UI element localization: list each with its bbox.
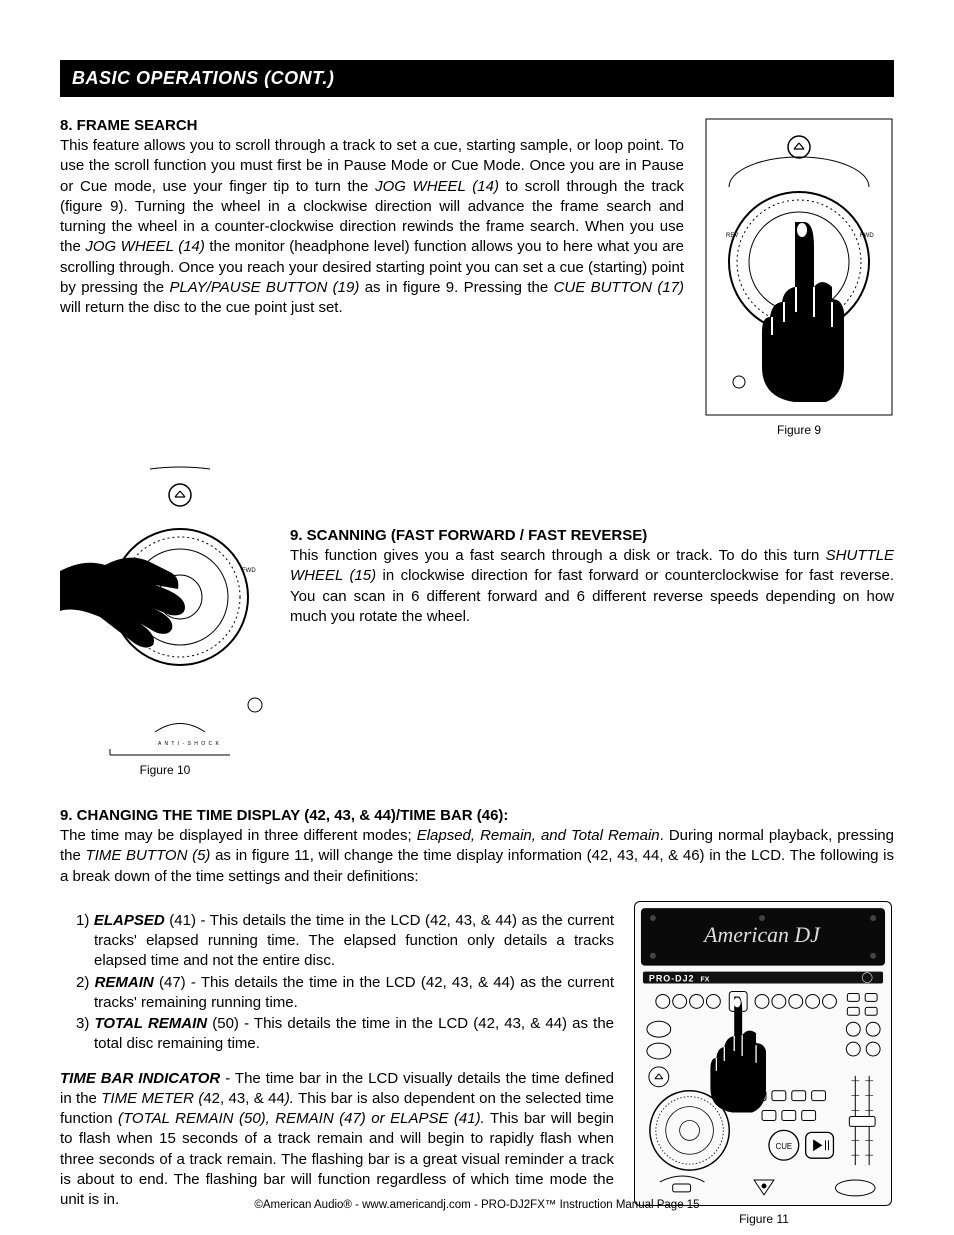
hand-icon (762, 222, 844, 402)
definitions-text: 1) ELAPSED (41) - This details the time … (60, 901, 614, 1226)
figure-9-caption: Figure 9 (704, 423, 894, 437)
section-9b-body: The time may be displayed in three diffe… (60, 826, 894, 887)
time-funcs-ref: (TOTAL REMAIN (50), REMAIN (47) or ELAPS… (118, 1110, 485, 1127)
n2: 2) (76, 974, 95, 991)
def-remain: 2) REMAIN (47) - This details the time i… (60, 973, 614, 1014)
def-elapsed: 1) ELAPSED (41) - This details the time … (60, 911, 614, 972)
section-8-text: 8. FRAME SEARCH This feature allows you … (60, 117, 684, 437)
section-8-body: This feature allows you to scroll throug… (60, 136, 684, 318)
s8-t4: as in figure 9. Pressing the (359, 279, 553, 296)
def-total-remain: 3) TOTAL REMAIN (50) - This details the … (60, 1014, 614, 1055)
time-button-ref: TIME BUTTON (5) (86, 847, 211, 864)
section-9a-row: FWD (60, 457, 894, 777)
modes-ref: Elapsed, Remain, and Total Remain (417, 827, 660, 844)
section-9b-row: 9. CHANGING THE TIME DISPLAY (42, 43, & … (60, 807, 894, 887)
elapsed-num: (41) - (165, 912, 210, 929)
total-remain-num: (50) - (207, 1015, 254, 1032)
jog-wheel-ref: JOG WHEEL (14) (375, 178, 499, 195)
time-meter-close: ). (285, 1090, 294, 1107)
s9a-t2: in clockwise direction for fast forward … (290, 567, 894, 625)
fwd-label: FWD (860, 233, 874, 239)
section-9b-title: 9. CHANGING THE TIME DISPLAY (42, 43, & … (60, 807, 894, 824)
play-pause-ref: PLAY/PAUSE BUTTON (19) (169, 279, 359, 296)
elapsed-label: ELAPSED (94, 912, 165, 929)
cue-label: CUE (775, 1142, 792, 1151)
section-9a-body: This function gives you a fast search th… (290, 546, 894, 627)
rev-label: REV (726, 233, 738, 239)
time-meter-nums: 42, 43, & 44 (203, 1090, 284, 1107)
s8-t5: will return the disc to the cue point ju… (60, 299, 343, 316)
figure-10: FWD (60, 457, 270, 757)
s9b-t1: The time may be displayed in three diffe… (60, 827, 417, 844)
figure-10-caption: Figure 10 (60, 763, 270, 777)
figure-11: American DJ PRO-DJ2 FX (634, 901, 892, 1206)
cue-button-ref: CUE BUTTON (17) (554, 279, 684, 296)
figure-9: REV FWD (704, 117, 894, 417)
n1: 1) (76, 912, 94, 929)
jog-wheel-ref-2: JOG WHEEL (14) (85, 238, 205, 255)
figure-9-col: REV FWD Figure 9 (704, 117, 894, 437)
brand-text: American DJ (702, 923, 821, 947)
s9a-t1: This function gives you a fast search th… (290, 547, 826, 564)
n3: 3) (76, 1015, 94, 1032)
section-9a-title: 9. SCANNING (FAST FORWARD / FAST REVERSE… (290, 527, 894, 544)
section-8-row: 8. FRAME SEARCH This feature allows you … (60, 117, 894, 437)
remain-label: REMAIN (95, 974, 154, 991)
time-bar-title: TIME BAR INDICATOR (60, 1070, 220, 1087)
remain-num: (47) - (154, 974, 201, 991)
figure-11-col: American DJ PRO-DJ2 FX (634, 901, 894, 1226)
figure-11-caption: Figure 11 (634, 1212, 894, 1226)
total-remain-label: TOTAL REMAIN (94, 1015, 207, 1032)
hand-icon (710, 996, 766, 1112)
hand-icon (60, 558, 185, 648)
time-bar-para: TIME BAR INDICATOR - The time bar in the… (60, 1069, 614, 1211)
section-9a-text: 9. SCANNING (FAST FORWARD / FAST REVERSE… (290, 457, 894, 627)
svg-text:A N T I - S H O C K: A N T I - S H O C K (158, 741, 220, 747)
svg-text:FWD: FWD (242, 568, 256, 574)
svg-text:PRO-DJ2: PRO-DJ2 (649, 973, 695, 983)
definitions-list: 1) ELAPSED (41) - This details the time … (60, 911, 614, 1055)
time-meter-ref: TIME METER ( (101, 1090, 203, 1107)
svg-text:FX: FX (700, 976, 709, 983)
definitions-row: 1) ELAPSED (41) - This details the time … (60, 901, 894, 1226)
figure-10-col: FWD (60, 457, 270, 777)
page-footer: ©American Audio® - www.americandj.com - … (0, 1199, 954, 1211)
section-8-title: 8. FRAME SEARCH (60, 117, 684, 134)
section-header: BASIC OPERATIONS (CONT.) (60, 60, 894, 97)
